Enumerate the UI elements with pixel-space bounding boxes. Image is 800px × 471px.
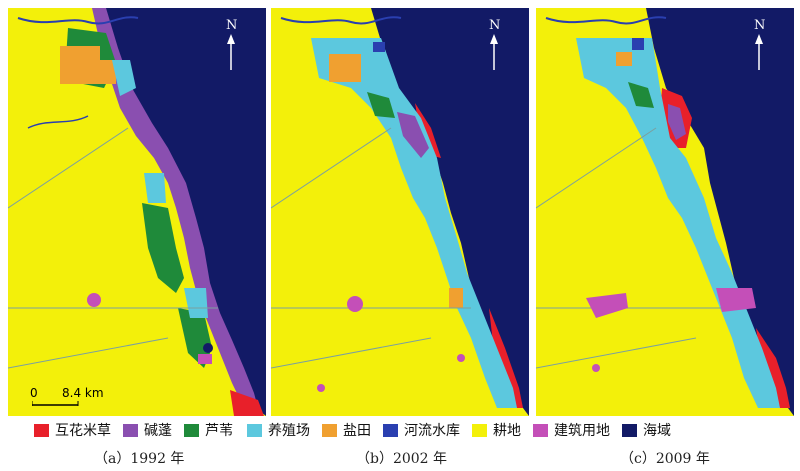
legend-swatch bbox=[472, 423, 487, 437]
map-panel-2009: N bbox=[536, 8, 794, 416]
north-label: N bbox=[489, 18, 501, 33]
legend-swatch bbox=[622, 423, 637, 437]
scale-distance-label: 8.4 km bbox=[62, 386, 104, 400]
legend: 互花米草 碱蓬 芦苇 养殖场 盐田 河流水库 耕地 建筑用地 海域 bbox=[34, 419, 671, 441]
legend-item-reed: 芦苇 bbox=[184, 420, 233, 440]
caption-panel-a: （a）1992 年 bbox=[94, 451, 185, 467]
legend-label: 盐田 bbox=[343, 423, 371, 439]
legend-item-suaeda: 碱蓬 bbox=[123, 420, 172, 440]
land-use-map-1992 bbox=[8, 8, 266, 416]
north-arrow-icon bbox=[490, 34, 498, 70]
legend-swatch bbox=[383, 423, 398, 437]
legend-item-river-reservoir: 河流水库 bbox=[383, 420, 460, 440]
caption-panel-b: （b）2002 年 bbox=[356, 451, 448, 467]
legend-item-farmland: 耕地 bbox=[472, 420, 521, 440]
map-panel-2002: N bbox=[271, 8, 529, 416]
land-use-map-2009 bbox=[536, 8, 794, 416]
legend-swatch bbox=[322, 423, 337, 437]
legend-item-aquaculture: 养殖场 bbox=[247, 420, 310, 440]
legend-label: 互花米草 bbox=[55, 423, 111, 439]
legend-label: 建筑用地 bbox=[554, 423, 610, 439]
north-arrow: N bbox=[487, 18, 503, 72]
legend-swatch bbox=[123, 423, 138, 437]
scale-bar: 0 8.4 km bbox=[30, 386, 110, 408]
legend-label: 河流水库 bbox=[404, 423, 460, 439]
legend-item-spartina: 互花米草 bbox=[34, 420, 111, 440]
scale-zero-label: 0 bbox=[30, 386, 38, 400]
north-arrow-icon bbox=[755, 34, 763, 70]
caption-panel-c: （c）2009 年 bbox=[620, 451, 710, 467]
north-label: N bbox=[226, 18, 238, 33]
legend-item-sea: 海域 bbox=[622, 420, 671, 440]
north-arrow: N bbox=[224, 18, 240, 72]
scale-bar-line bbox=[32, 401, 79, 406]
panel-captions: （a）1992 年 （b）2002 年 （c）2009 年 bbox=[0, 448, 800, 468]
legend-label: 碱蓬 bbox=[144, 423, 172, 439]
legend-label: 耕地 bbox=[493, 423, 521, 439]
legend-label: 养殖场 bbox=[268, 423, 310, 439]
north-arrow-icon bbox=[227, 34, 235, 70]
legend-label: 芦苇 bbox=[205, 423, 233, 439]
north-label: N bbox=[754, 18, 766, 33]
legend-label: 海域 bbox=[643, 423, 671, 439]
legend-swatch bbox=[533, 423, 548, 437]
north-arrow: N bbox=[752, 18, 768, 72]
legend-swatch bbox=[184, 423, 199, 437]
legend-item-built-up: 建筑用地 bbox=[533, 420, 610, 440]
land-use-map-2002 bbox=[271, 8, 529, 416]
map-panel-1992: N 0 8.4 km bbox=[8, 8, 266, 416]
legend-swatch bbox=[247, 423, 262, 437]
legend-item-salt-field: 盐田 bbox=[322, 420, 371, 440]
legend-swatch bbox=[34, 423, 49, 437]
